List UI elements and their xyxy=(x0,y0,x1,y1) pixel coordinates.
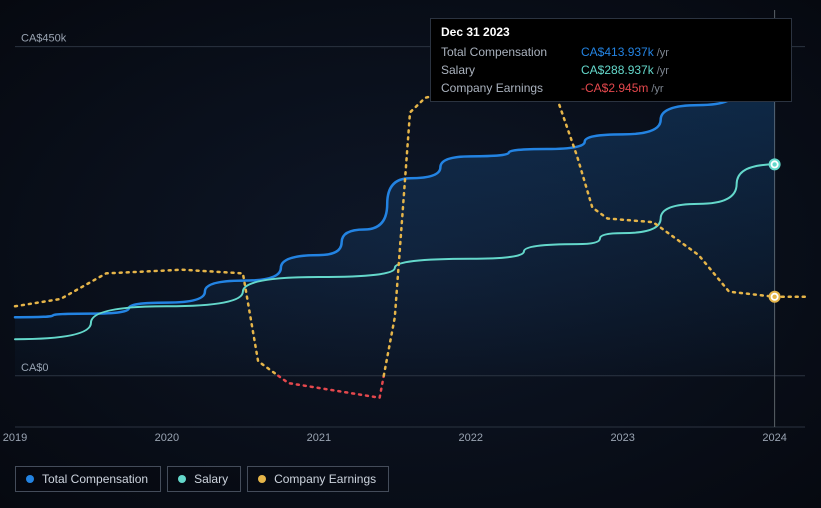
tooltip-row-label: Salary xyxy=(441,63,581,77)
tooltip-row-unit: /yr xyxy=(657,65,669,77)
legend-item[interactable]: Salary xyxy=(167,466,241,492)
tooltip-row-unit: /yr xyxy=(651,83,663,95)
legend-label: Salary xyxy=(194,472,228,486)
legend-item[interactable]: Total Compensation xyxy=(15,466,161,492)
legend-marker xyxy=(258,475,266,483)
legend-item[interactable]: Company Earnings xyxy=(247,466,389,492)
company-earnings-line xyxy=(278,376,383,398)
legend-label: Total Compensation xyxy=(42,472,148,486)
x-axis-label: 2019 xyxy=(3,432,27,444)
series-end-marker xyxy=(770,159,780,169)
tooltip-row-label: Total Compensation xyxy=(441,45,581,59)
legend-marker xyxy=(178,475,186,483)
legend-marker xyxy=(26,475,34,483)
chart-tooltip: Dec 31 2023 Total CompensationCA$413.937… xyxy=(430,18,792,102)
tooltip-row: Company Earnings-CA$2.945m/yr xyxy=(441,79,781,97)
tooltip-row-value: CA$288.937k xyxy=(581,63,654,77)
tooltip-row-value: CA$413.937k xyxy=(581,45,654,59)
chart-legend: Total Compensation Salary Company Earnings xyxy=(15,466,389,492)
x-axis-label: 2023 xyxy=(610,432,634,444)
tooltip-row-label: Company Earnings xyxy=(441,81,581,95)
tooltip-row: Total CompensationCA$413.937k/yr xyxy=(441,43,781,61)
tooltip-row: SalaryCA$288.937k/yr xyxy=(441,61,781,79)
tooltip-row-unit: /yr xyxy=(657,47,669,59)
tooltip-row-value: -CA$2.945m xyxy=(581,81,648,95)
x-axis-label: 2020 xyxy=(155,432,179,444)
x-axis-label: 2022 xyxy=(459,432,483,444)
series-end-marker xyxy=(770,292,780,302)
legend-label: Company Earnings xyxy=(274,472,376,486)
y-axis-label: CA$450k xyxy=(21,33,67,45)
x-axis-label: 2021 xyxy=(307,432,331,444)
tooltip-date: Dec 31 2023 xyxy=(441,25,781,39)
x-axis-label: 2024 xyxy=(762,432,786,444)
